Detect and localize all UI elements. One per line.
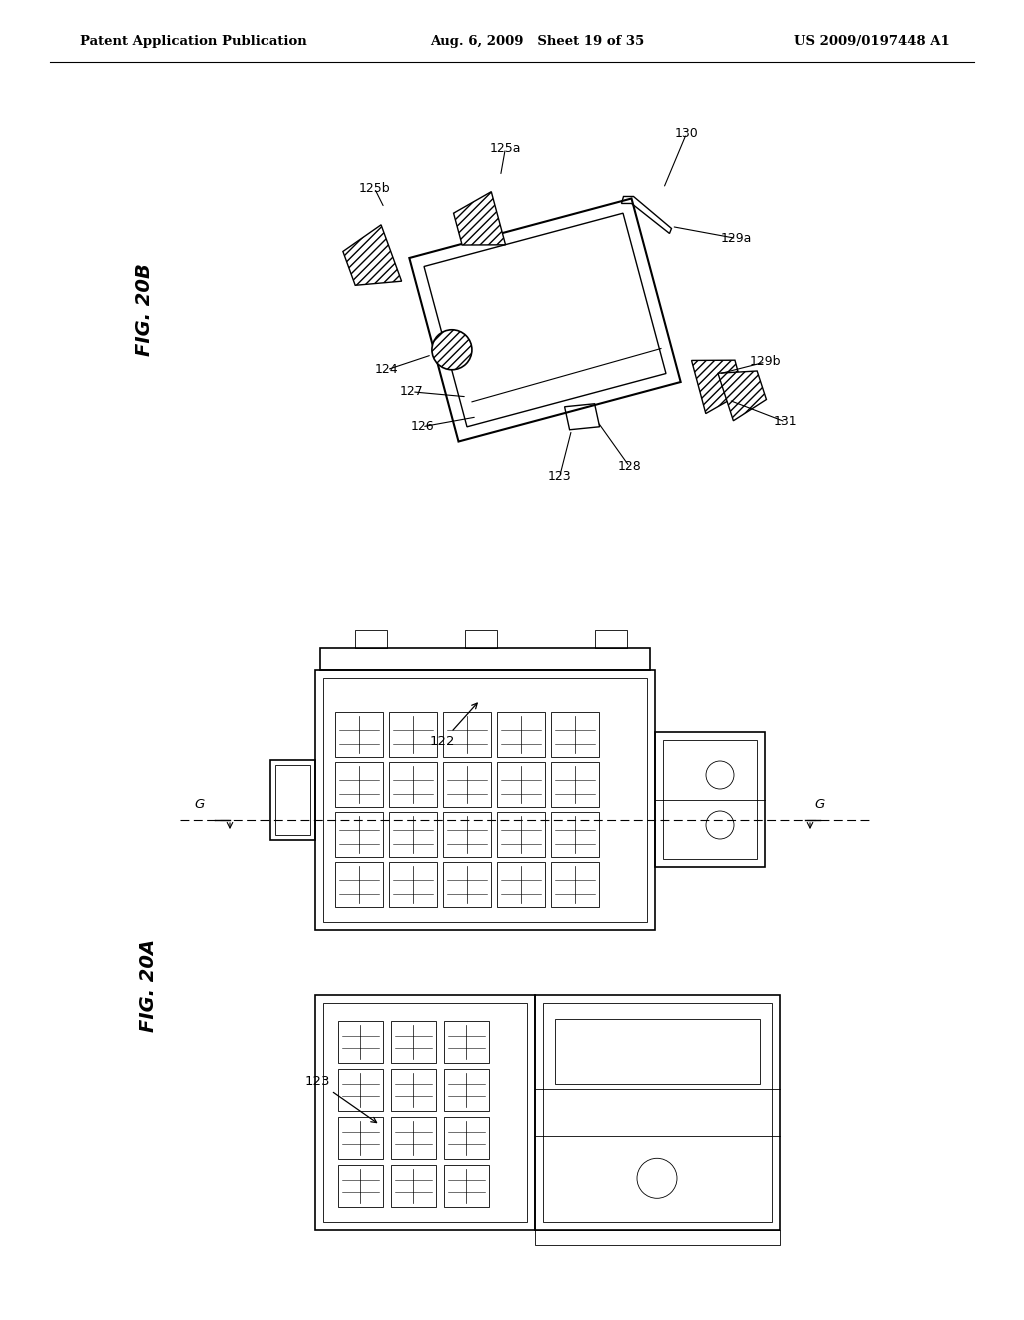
Text: 128: 128 bbox=[617, 461, 641, 474]
Bar bbox=[338, 1069, 383, 1111]
Bar bbox=[551, 711, 599, 756]
Circle shape bbox=[432, 330, 472, 370]
Bar bbox=[543, 1003, 772, 1222]
Bar bbox=[443, 762, 490, 807]
Bar bbox=[389, 862, 437, 907]
Text: 123: 123 bbox=[305, 1074, 377, 1122]
Bar bbox=[497, 812, 545, 857]
Bar bbox=[389, 711, 437, 756]
Bar bbox=[497, 862, 545, 907]
Bar bbox=[338, 1117, 383, 1159]
Bar bbox=[391, 1069, 436, 1111]
Polygon shape bbox=[454, 191, 506, 246]
Bar bbox=[595, 630, 627, 648]
Bar bbox=[443, 812, 490, 857]
Bar bbox=[444, 1069, 489, 1111]
Bar bbox=[535, 1230, 780, 1245]
Bar bbox=[319, 648, 650, 671]
Bar bbox=[497, 711, 545, 756]
Bar bbox=[389, 762, 437, 807]
Text: 130: 130 bbox=[675, 127, 698, 140]
Polygon shape bbox=[718, 371, 766, 421]
Bar bbox=[275, 766, 310, 836]
Bar bbox=[443, 862, 490, 907]
Bar bbox=[323, 678, 647, 921]
Bar bbox=[335, 862, 383, 907]
Bar bbox=[551, 762, 599, 807]
Bar bbox=[391, 1117, 436, 1159]
Text: 125b: 125b bbox=[358, 182, 390, 194]
Bar bbox=[270, 760, 315, 840]
Bar bbox=[338, 1166, 383, 1206]
Text: 123: 123 bbox=[548, 470, 571, 483]
Text: FIG. 20B: FIG. 20B bbox=[135, 264, 155, 356]
Bar bbox=[391, 1020, 436, 1063]
Text: 127: 127 bbox=[400, 385, 424, 399]
Polygon shape bbox=[691, 360, 743, 413]
Bar bbox=[315, 995, 535, 1230]
Bar bbox=[497, 762, 545, 807]
Text: G: G bbox=[195, 799, 205, 810]
Bar bbox=[444, 1166, 489, 1206]
Text: 129b: 129b bbox=[750, 355, 781, 368]
Bar bbox=[551, 812, 599, 857]
Bar bbox=[444, 1117, 489, 1159]
Bar bbox=[551, 862, 599, 907]
Text: Patent Application Publication: Patent Application Publication bbox=[80, 36, 307, 48]
Bar bbox=[335, 762, 383, 807]
Bar bbox=[315, 671, 655, 931]
Bar bbox=[555, 1019, 760, 1084]
Text: 126: 126 bbox=[411, 420, 434, 433]
Bar bbox=[663, 741, 757, 859]
Bar bbox=[444, 1020, 489, 1063]
Text: 125a: 125a bbox=[489, 141, 521, 154]
Text: 122: 122 bbox=[430, 704, 477, 748]
Text: 131: 131 bbox=[774, 416, 798, 429]
Bar bbox=[443, 711, 490, 756]
Bar bbox=[535, 995, 780, 1230]
Bar bbox=[655, 733, 765, 867]
Bar bbox=[338, 1020, 383, 1063]
Text: G: G bbox=[815, 799, 825, 810]
Bar bbox=[465, 630, 497, 648]
Bar bbox=[391, 1166, 436, 1206]
Text: 124: 124 bbox=[375, 363, 398, 376]
Polygon shape bbox=[343, 224, 401, 285]
Bar bbox=[389, 812, 437, 857]
Bar bbox=[335, 711, 383, 756]
Text: Aug. 6, 2009   Sheet 19 of 35: Aug. 6, 2009 Sheet 19 of 35 bbox=[430, 36, 644, 48]
Bar bbox=[323, 1003, 527, 1222]
Text: 129a: 129a bbox=[721, 232, 753, 246]
Bar bbox=[335, 812, 383, 857]
Text: US 2009/0197448 A1: US 2009/0197448 A1 bbox=[795, 36, 950, 48]
Bar bbox=[355, 630, 387, 648]
Text: FIG. 20A: FIG. 20A bbox=[138, 939, 158, 1031]
